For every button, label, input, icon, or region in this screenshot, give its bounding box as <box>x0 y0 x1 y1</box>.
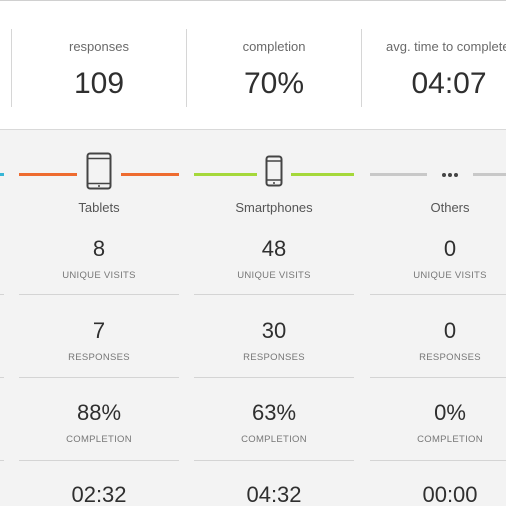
stat-label: RESPONSES <box>68 352 130 363</box>
stat-completion: 0% COMPLETION <box>370 400 506 445</box>
summary-value: 04:07 <box>411 67 487 100</box>
stat-value: 02:32 <box>71 482 127 506</box>
device-name: Others <box>430 200 470 215</box>
row-divider <box>370 377 506 378</box>
summary-responses: responses 109 <box>12 1 186 129</box>
summary-divider <box>11 29 12 107</box>
summary-value: 109 <box>73 67 125 100</box>
row-divider <box>0 460 4 461</box>
stat-value: 8 <box>92 236 106 261</box>
device-accent-line <box>194 173 257 176</box>
stat-avg-time: 00:00 <box>370 482 506 506</box>
desktop-column-accent-line <box>0 173 4 176</box>
stat-label: COMPLETION <box>66 434 132 445</box>
stat-unique-visits: 48 UNIQUE VISITS <box>194 236 354 281</box>
device-accent-line <box>291 173 354 176</box>
row-divider <box>0 377 4 378</box>
stat-value: 0 <box>443 236 457 261</box>
stat-value: 0% <box>434 400 466 425</box>
stat-label: UNIQUE VISITS <box>237 270 311 281</box>
device-accent-line <box>19 173 77 176</box>
stat-value: 63% <box>251 400 297 425</box>
stat-responses: 30 RESPONSES <box>194 318 354 363</box>
stat-label: UNIQUE VISITS <box>413 270 487 281</box>
stat-avg-time: 04:32 <box>194 482 354 506</box>
device-column-others: Others 0 UNIQUE VISITS 0 RESPONSES 0% CO… <box>370 132 506 506</box>
stat-value: 00:00 <box>422 482 478 506</box>
device-name: Smartphones <box>235 200 313 215</box>
summary-avg-time: avg. time to complete 04:07 <box>362 1 506 129</box>
stat-unique-visits: 0 UNIQUE VISITS <box>370 236 506 281</box>
row-divider <box>370 294 506 295</box>
stat-value: 88% <box>76 400 122 425</box>
row-divider <box>0 294 4 295</box>
stat-value: 48 <box>261 236 287 261</box>
stat-label: COMPLETION <box>241 434 307 445</box>
stat-responses: 7 RESPONSES <box>19 318 179 363</box>
device-accent-line <box>121 173 179 176</box>
stat-value: 0 <box>443 318 457 343</box>
more-dots-icon <box>442 173 458 177</box>
summary-label: responses <box>69 39 129 54</box>
stat-completion: 88% COMPLETION <box>19 400 179 445</box>
row-divider <box>194 294 354 295</box>
summary-completion: completion 70% <box>187 1 361 129</box>
stat-label: RESPONSES <box>419 352 481 363</box>
stat-avg-time: 02:32 <box>19 482 179 506</box>
row-divider <box>19 460 179 461</box>
device-accent-line <box>370 173 427 176</box>
device-accent-line <box>473 173 506 176</box>
stat-unique-visits: 8 UNIQUE VISITS <box>19 236 179 281</box>
summary-label: avg. time to complete <box>386 39 506 54</box>
summary-label: completion <box>242 39 306 54</box>
summary-divider <box>186 29 187 107</box>
row-divider <box>194 377 354 378</box>
stat-label: RESPONSES <box>243 352 305 363</box>
device-column-smartphones: Smartphones 48 UNIQUE VISITS 30 RESPONSE… <box>194 132 354 506</box>
stat-value: 30 <box>261 318 287 343</box>
row-divider <box>19 377 179 378</box>
row-divider <box>370 460 506 461</box>
summary-divider <box>361 29 362 107</box>
stat-value: 7 <box>92 318 106 343</box>
stat-label: UNIQUE VISITS <box>62 270 136 281</box>
stat-responses: 0 RESPONSES <box>370 318 506 363</box>
row-divider <box>194 460 354 461</box>
device-name: Tablets <box>78 200 120 215</box>
summary-value: 70% <box>243 67 305 100</box>
stat-value: 04:32 <box>246 482 302 506</box>
device-column-tablets: Tablets 8 UNIQUE VISITS 7 RESPONSES 88% … <box>19 132 179 506</box>
stat-label: COMPLETION <box>417 434 483 445</box>
summary-strip: responses 109 completion 70% avg. time t… <box>0 0 506 130</box>
smartphone-icon <box>265 155 283 187</box>
stat-completion: 63% COMPLETION <box>194 400 354 445</box>
tablet-icon <box>86 152 112 190</box>
row-divider <box>19 294 179 295</box>
